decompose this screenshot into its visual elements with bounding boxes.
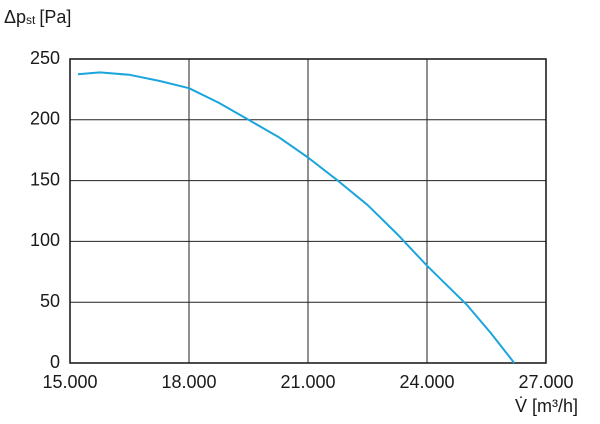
y-tick-label: 50 [40,291,60,311]
curve-line [77,71,516,364]
plot-frame [69,58,547,364]
x-tick-label: 21.000 [280,372,335,392]
x-tick-label: 27.000 [518,372,573,392]
x-tick-label: 15.000 [42,372,97,392]
x-axis-label: V̇ [m³/h] [515,396,578,416]
y-axis-label: Δpst [Pa] [4,7,71,27]
y-label-subscript: st [26,13,36,27]
y-tick-label: 100 [30,230,60,250]
y-tick-label: 200 [30,109,60,129]
y-tick-label: 250 [30,48,60,68]
y-tick-label: 0 [50,352,60,372]
y-tick-label: 150 [30,169,60,189]
y-label-symbol: Δp [4,7,26,27]
y-label-unit: [Pa] [39,7,71,27]
x-tick-label: 18.000 [161,372,216,392]
x-tick-label: 24.000 [399,372,454,392]
